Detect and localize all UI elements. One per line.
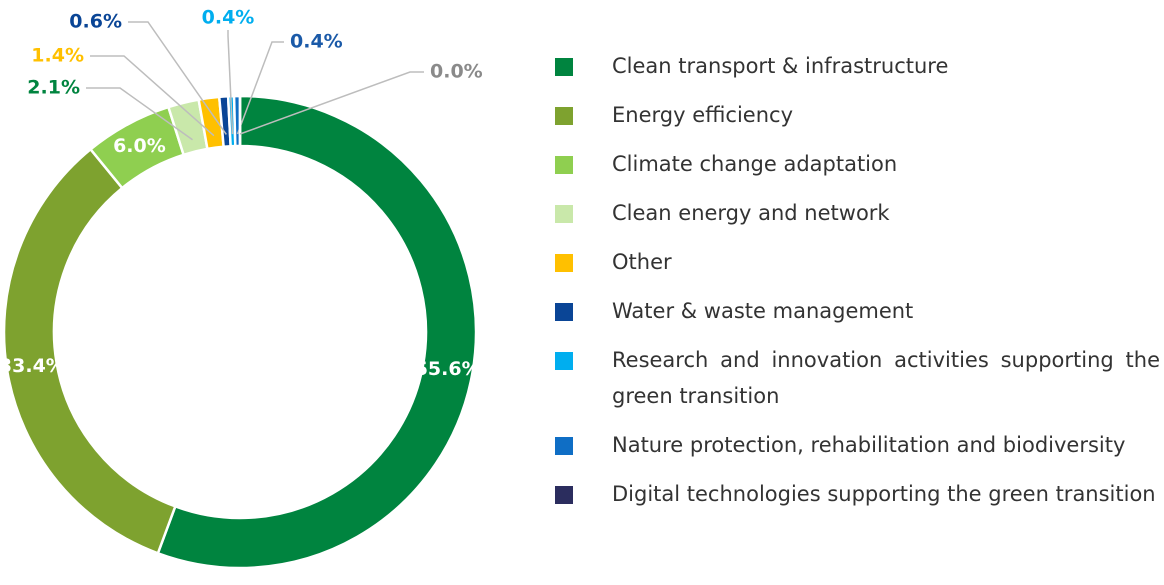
legend-label: Research and innovation activities suppo… — [612, 348, 1160, 408]
donut-slice — [2, 147, 177, 555]
data-label: 6.0% — [113, 135, 166, 157]
legend-swatch — [555, 107, 573, 125]
legend-label: Water & waste management — [612, 299, 914, 323]
data-label: 0.6% — [69, 11, 122, 33]
legend-label: Clean transport & infrastructure — [612, 54, 949, 78]
legend-label: Nature protection, rehabilitation and bi… — [612, 433, 1126, 457]
legend-label: Digital technologies supporting the gree… — [612, 482, 1156, 506]
legend-item: Water & waste management — [555, 293, 1160, 329]
leader-line — [90, 55, 215, 137]
leader-line — [239, 71, 424, 135]
legend-item: Clean energy and network — [555, 195, 1160, 231]
legend-item: Climate change adaptation — [555, 146, 1160, 182]
legend-swatch — [555, 205, 573, 223]
chart: 55.6% 33.4% 6.0% 2.1% 1.4% 0.6% 0.4% 0.4% 0.0% — [0, 7, 483, 570]
data-label: 2.1% — [27, 77, 80, 99]
data-label: 33.4% — [0, 355, 65, 377]
legend-swatch — [555, 437, 573, 455]
legend-label: Other — [612, 250, 672, 274]
legend-swatch — [555, 254, 573, 272]
data-label: 0.4% — [202, 7, 255, 29]
legend-swatch — [555, 156, 573, 174]
legend-item: Other — [555, 244, 1160, 280]
legend-item: Research and innovation activities suppo… — [555, 342, 1160, 414]
data-label: 1.4% — [31, 45, 84, 67]
legend-item: Nature protection, rehabilitation and bi… — [555, 427, 1160, 463]
legend-swatch — [555, 352, 573, 370]
legend-swatch — [555, 58, 573, 76]
data-label: 55.6% — [415, 358, 481, 380]
legend-item: Digital technologies supporting the gree… — [555, 476, 1160, 512]
leader-line — [128, 21, 227, 135]
leader-line — [227, 30, 234, 135]
donut-slice — [156, 94, 478, 570]
leader-line — [236, 41, 284, 135]
legend-item: Energy efficiency — [555, 97, 1160, 133]
legend-label: Clean energy and network — [612, 201, 890, 225]
data-label: 0.4% — [290, 31, 343, 53]
legend-swatch — [555, 303, 573, 321]
legend-label: Energy efficiency — [612, 103, 794, 127]
legend-swatch — [555, 486, 573, 504]
legend: Clean transport & infrastructure Energy e… — [555, 48, 1160, 525]
data-label: 0.0% — [430, 61, 483, 83]
legend-label: Climate change adaptation — [612, 152, 898, 176]
leader-line — [86, 87, 193, 141]
legend-item: Clean transport & infrastructure — [555, 48, 1160, 84]
